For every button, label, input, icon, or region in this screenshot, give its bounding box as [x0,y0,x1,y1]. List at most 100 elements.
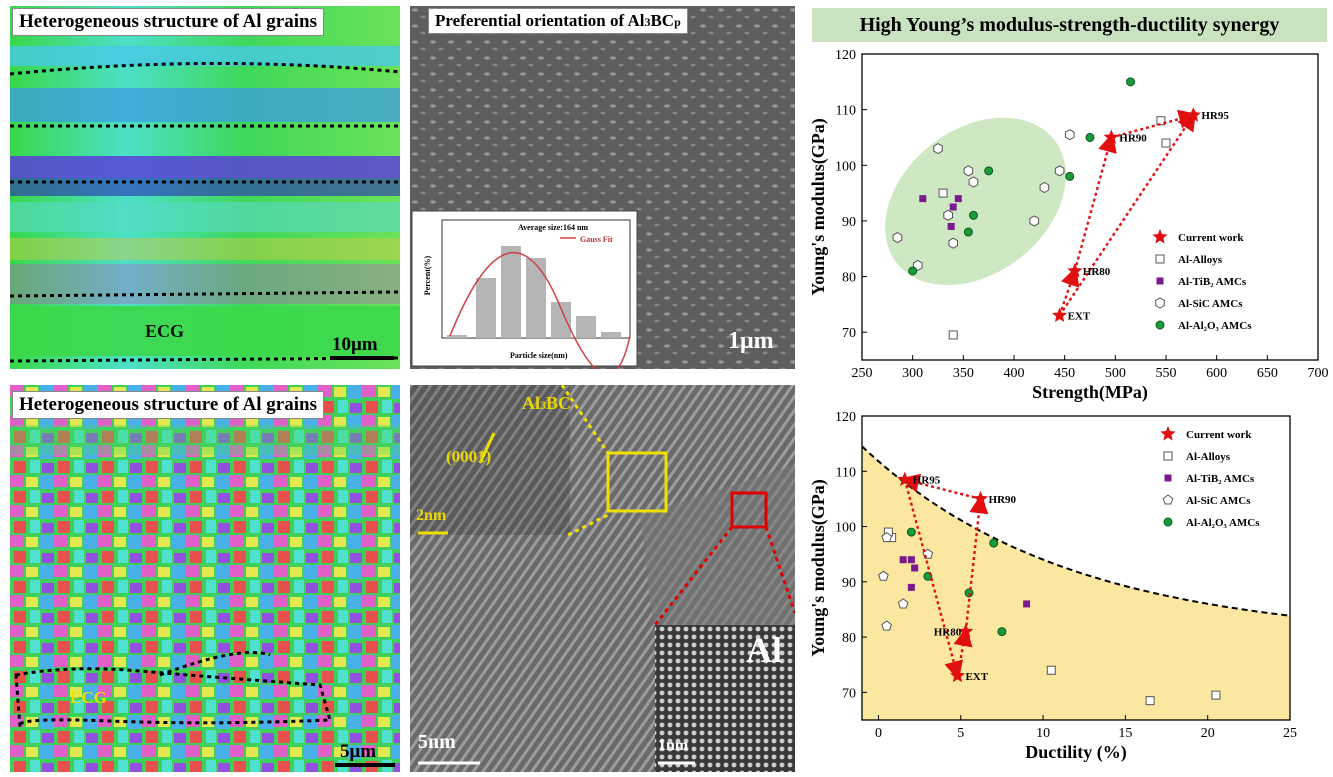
al-al2o3-point [906,527,916,537]
evolution-arrow [903,479,964,681]
x-tick-label: 5 [957,726,964,741]
y-tick-label: 110 [836,104,856,119]
x-tick-label: 500 [1105,366,1126,381]
y-tick-label: 120 [835,410,856,425]
tem-al-label: Al [746,630,782,670]
current-work-point [1067,263,1083,278]
ebsd-bottom-ecg: ECG [70,688,107,707]
plot-frame [861,53,1319,361]
legend-label: Al-TiB₂ AMCs [1178,276,1247,288]
sem-image: Preferential orientation of Al3BCp Avera… [410,6,795,369]
evolution-arrow [900,473,981,501]
al-tib2-point [911,564,919,572]
al-alloys-point [948,330,958,340]
evolution-arrow [1058,111,1197,317]
al-tib2-point [899,556,907,564]
current-work-label: EXT [965,671,988,683]
legend-label: Al-SiC AMCs [1186,495,1251,507]
al-alloys-point [1156,116,1166,126]
x-tick-label: 700 [1308,366,1329,381]
x-axis-label: Strength(MPa) [1032,382,1148,403]
legend-label: Al-Al₂O₃ AMCs [1186,517,1260,529]
al-al2o3-point [968,210,978,220]
inset-ylabel: Percent(%) [423,255,433,296]
inset-bars [447,246,621,338]
sem-inset [411,210,638,369]
al-al2o3-point [1065,171,1075,181]
al-al2o3-point [989,538,999,548]
ebsd-top-ecg: ECG [145,321,185,341]
al-tib2-point [907,556,915,564]
legend-label: Al-Al₂O₃ AMCs [1178,320,1252,332]
x-tick-label: 25 [1283,726,1297,741]
evolution-arrow [1073,132,1117,272]
al-alloys-point [1161,138,1171,148]
tem-graphic [410,385,795,772]
al-sic-point [943,209,953,221]
al-tib2-point [919,195,927,203]
sem-scale: 1μm [728,328,774,354]
al-alloys-point [1046,665,1056,675]
tem-image: Al3BC (0001) 2nm Al 5nm 1nm [410,385,795,772]
x-tick-label: 650 [1257,366,1278,381]
legend-label: Al-Alloys [1186,451,1231,463]
al-sic-point [878,570,889,581]
inset-legend: Gauss Fit [580,235,613,244]
al-tib2-point [1023,600,1031,608]
legend-label: Al-Alloys [1178,254,1223,266]
y-tick-label: 110 [836,465,856,480]
al-alloys-point [938,188,948,198]
current-work-label: EXT [1068,310,1091,322]
al-alloys-point [1145,696,1155,706]
y-tick-label: 70 [842,686,856,701]
current-work-label: HR90 [1119,132,1147,144]
current-work-point [1103,129,1119,144]
legend-marker [1164,474,1172,482]
charts-title: High Young’s modulus-strength-ductility … [812,8,1327,42]
x-tick-label: 250 [852,366,873,381]
tem-inset-scale: 2nm [416,507,447,524]
current-work-point [949,667,966,683]
y-axis-label: Young's modulus(GPa) [808,479,829,657]
y-tick-label: 80 [842,631,856,646]
current-work-point [1185,107,1201,122]
x-tick-label: 0 [875,726,882,741]
legend-marker [1163,451,1173,461]
ebsd-map-top: Heterogeneous structure of Al grains ECG… [10,6,400,369]
ebsd-bottom-scale: 5μm [340,741,377,762]
current-work-point [958,623,974,638]
current-work-label: HR80 [1083,266,1111,278]
al-tib2-point [947,222,955,230]
current-work-point [972,490,989,506]
feasible-region [885,117,1066,286]
legend-marker [1152,229,1168,244]
y-tick-label: 100 [835,159,856,174]
al-al2o3-point [908,266,918,276]
al-sic-point [933,143,943,155]
x-tick-label: 450 [1054,366,1075,381]
legend-label: Current work [1186,429,1252,441]
evolution-arrow [1110,109,1198,139]
sem-label: Preferential orientation of Al3BCp [428,8,688,34]
al-sic-point [1029,215,1040,227]
tem-main-scale: 5nm [418,731,456,753]
legend-label: Current work [1178,232,1244,244]
inset-xlabel: Particle size(nm) [510,351,568,360]
x-tick-label: 300 [902,366,923,381]
legend-marker [1162,494,1174,505]
current-work-label: HR90 [989,494,1017,506]
current-work-label: HR80 [934,627,962,639]
al-al2o3-point [1085,132,1095,142]
x-tick-label: 400 [1004,366,1025,381]
inset-title: Average size:164 nm [518,223,589,232]
al-sic-point [968,176,979,188]
x-tick-label: 20 [1201,726,1215,741]
y-tick-label: 90 [842,215,856,230]
x-axis-label: Ductility (%) [1025,742,1126,763]
al-sic-point [963,165,974,177]
ebsd-top-graphic [10,6,400,369]
current-work-label: HR95 [1201,110,1229,122]
legend-marker [1155,320,1165,330]
evolution-arrow [1058,266,1080,316]
al-al2o3-point [1126,77,1136,87]
